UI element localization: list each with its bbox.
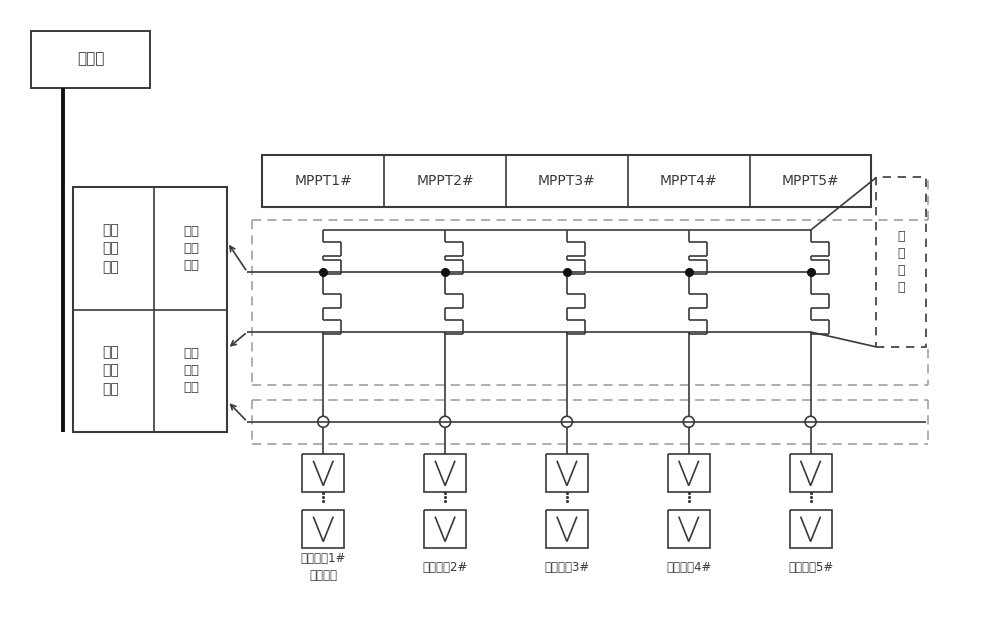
Text: 数据
传输
模块: 数据 传输 模块 bbox=[102, 345, 119, 396]
Text: MPPT1#: MPPT1# bbox=[294, 174, 352, 188]
Text: 中央
处理
模块: 中央 处理 模块 bbox=[102, 223, 119, 273]
Text: 开
关
模
块: 开 关 模 块 bbox=[898, 230, 905, 294]
Text: 光伏组串4#: 光伏组串4# bbox=[666, 561, 711, 574]
Bar bbox=[31, 31, 150, 87]
Text: 开关
控制
模块: 开关 控制 模块 bbox=[183, 225, 199, 272]
Bar bbox=[876, 177, 926, 347]
Text: MPPT5#: MPPT5# bbox=[782, 174, 839, 188]
Text: MPPT4#: MPPT4# bbox=[660, 174, 718, 188]
Text: 光伏组串1#
（模块）: 光伏组串1# （模块） bbox=[301, 553, 346, 582]
Text: 云平台: 云平台 bbox=[77, 51, 104, 67]
Text: 光伏组串3#: 光伏组串3# bbox=[544, 561, 590, 574]
Bar bbox=[73, 187, 227, 432]
Bar bbox=[262, 155, 871, 207]
Text: MPPT3#: MPPT3# bbox=[538, 174, 596, 188]
Text: MPPT2#: MPPT2# bbox=[416, 174, 474, 188]
Text: 光伏组串5#: 光伏组串5# bbox=[788, 561, 833, 574]
Text: 光伏组串2#: 光伏组串2# bbox=[422, 561, 468, 574]
Text: 电流
采集
模块: 电流 采集 模块 bbox=[183, 347, 199, 394]
